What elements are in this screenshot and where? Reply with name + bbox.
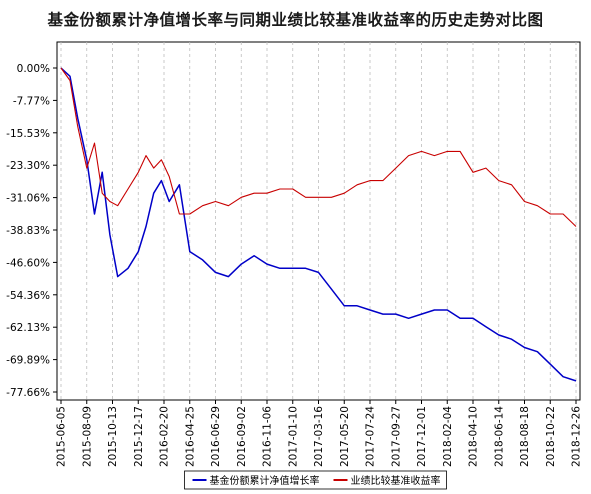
series-line-1 <box>60 67 577 382</box>
x-tick-label: 2017-05-20 <box>339 406 351 467</box>
legend-label-2: 业绩比较基准收益率 <box>351 474 441 487</box>
x-tick-label: 2017-03-16 <box>313 406 325 467</box>
y-tick-label: -46.60% <box>6 257 50 269</box>
x-tick-label: 2016-04-25 <box>184 406 196 467</box>
y-tick-label: -38.83% <box>6 225 50 237</box>
legend-box <box>184 470 447 490</box>
x-tick-label: 2018-08-18 <box>519 406 531 467</box>
x-tick-label: 2018-10-22 <box>545 406 557 467</box>
y-tick-label: 0.00% <box>17 63 50 75</box>
x-tick-label: 2016-09-02 <box>236 406 248 467</box>
x-tick-label: 2017-09-27 <box>390 406 402 467</box>
x-tick-label: 2017-12-01 <box>416 406 428 467</box>
x-tick-label: 2015-12-17 <box>133 406 145 467</box>
x-tick-label: 2016-11-06 <box>262 406 274 467</box>
x-tick-label: 2015-06-05 <box>56 406 68 467</box>
x-tick-label: 2016-02-20 <box>159 406 171 467</box>
x-tick-label: 2015-08-09 <box>81 406 93 467</box>
x-tick-label: 2018-02-04 <box>442 406 454 467</box>
x-tick-label: 2017-07-24 <box>365 406 377 467</box>
x-tick-label: 2018-12-26 <box>571 406 583 467</box>
y-tick-label: -7.77% <box>13 95 50 107</box>
y-tick-label: -77.66% <box>6 387 50 399</box>
y-tick-label: -15.53% <box>6 128 50 140</box>
y-tick-label: -23.30% <box>6 160 50 172</box>
legend-label-1: 基金份额累计净值增长率 <box>210 474 320 487</box>
x-tick-label: 2015-10-13 <box>107 406 119 467</box>
plot-frame <box>56 41 581 401</box>
x-tick-label: 2017-01-10 <box>287 406 299 467</box>
y-tick-label: -62.13% <box>6 322 50 334</box>
x-tick-label: 2016-06-29 <box>210 406 222 467</box>
x-tick-label: 2018-06-14 <box>493 406 505 467</box>
series-line-2 <box>60 67 577 227</box>
y-tick-label: -54.36% <box>6 290 50 302</box>
x-tick-label: 2018-04-10 <box>468 406 480 467</box>
y-tick-label: -31.06% <box>6 193 50 205</box>
y-tick-label: -69.89% <box>6 355 50 367</box>
chart-title: 基金份额累计净值增长率与同期业绩比较基准收益率的历史走势对比图 <box>47 11 544 29</box>
